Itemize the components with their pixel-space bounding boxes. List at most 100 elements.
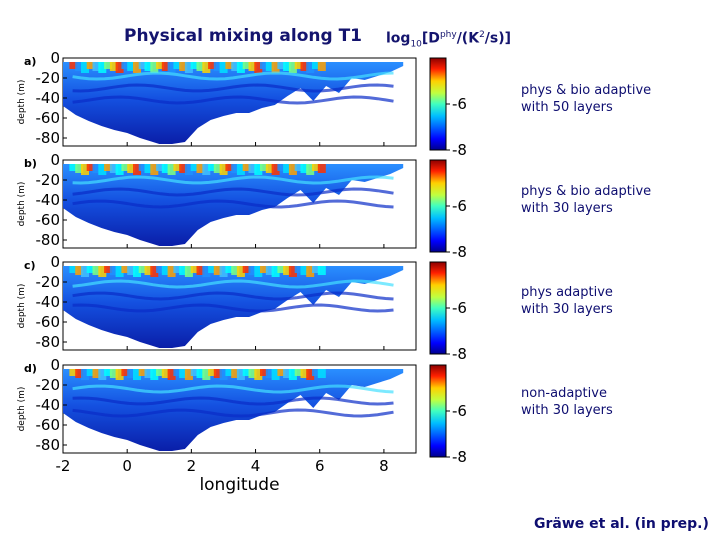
y-tick-label: 0 (50, 253, 60, 271)
surface-mixing-cell (109, 164, 118, 173)
colorbar-tick-label: -6 (452, 95, 467, 113)
surface-mixing-cell (133, 62, 141, 73)
panel-d: d) 0 -20 -40 -60 -80 depth (m) -6 -8 (17, 356, 467, 466)
colorbar (429, 364, 447, 458)
surface-mixing-cell (248, 266, 257, 275)
surface-mixing-cell (254, 266, 263, 277)
panel-b-description: phys & bio adaptive with 30 layers (521, 184, 652, 216)
surface-mixing-cell (288, 62, 297, 73)
panel-d-description: non-adaptive with 30 layers (521, 386, 613, 418)
colorbar-tick-label: -8 (452, 243, 467, 261)
surface-mixing-cell (283, 62, 292, 71)
surface-mixing-cell (294, 62, 303, 69)
surface-mixing-cell (144, 62, 153, 71)
surface-mixing-cell (92, 369, 101, 378)
surface-mixing-cell (208, 369, 217, 376)
surface-mixing-cell (277, 369, 286, 376)
colorbar-tick-label: -8 (452, 448, 467, 466)
panel-c: c) 0 -20 -40 -60 -80 depth (m) -6 -8 (17, 253, 467, 363)
surface-mixing-cell (300, 266, 309, 275)
surface-mixing-cell (167, 369, 176, 380)
surface-mixing-cell (190, 62, 199, 69)
surface-mixing-cell (115, 369, 124, 380)
surface-mixing-cell (271, 266, 280, 277)
surface-mixing-cell (92, 164, 101, 173)
surface-mixing-cell (317, 164, 326, 173)
surface-mixing-cell (242, 266, 251, 273)
surface-mixing-cell (161, 62, 170, 71)
colorbar-units-label: log10[Dphy/(K2/s)] (386, 30, 512, 50)
surface-mixing-cell (104, 164, 113, 171)
surface-mixing-cell (138, 164, 147, 171)
surface-mixing-cell (156, 62, 165, 69)
surface-mixing-cell (231, 164, 240, 173)
surface-mixing-cell (208, 164, 217, 171)
surface-mixing-cell (127, 266, 136, 275)
y-tick-label: -20 (36, 171, 61, 189)
surface-mixing-cell (208, 62, 217, 69)
colorbar-tick-label: -6 (452, 197, 467, 215)
surface-mixing-cell (231, 266, 240, 275)
y-tick-label: -20 (36, 273, 61, 291)
surface-mixing-cell (104, 62, 113, 69)
surface-mixing-cell (98, 62, 107, 73)
surface-mixing-cell (133, 369, 141, 380)
y-axis-label: depth (m) (17, 80, 27, 125)
surface-mixing-cell (312, 266, 320, 273)
surface-mixing-cell (231, 62, 240, 71)
surface-mixing-cell (86, 266, 95, 273)
surface-mixing-cell (202, 266, 211, 277)
surface-mixing-cell (300, 62, 309, 71)
surface-mixing-cell (156, 369, 165, 376)
surface-mixing-cell (288, 369, 297, 380)
surface-mixing-cell (277, 62, 286, 69)
surface-mixing-cell (133, 266, 141, 277)
surface-mixing-cell (184, 62, 193, 73)
surface-mixing-cell (306, 164, 315, 175)
surface-mixing-cell (150, 164, 159, 175)
surface-mixing-cell (161, 266, 170, 275)
colorbar (429, 57, 447, 151)
surface-mixing-cell (288, 266, 297, 277)
panel-c-description: phys adaptive with 30 layers (521, 285, 613, 317)
mixing-streak (72, 199, 394, 209)
y-tick-label: -20 (36, 69, 61, 87)
surface-mixing-cell (115, 266, 124, 277)
surface-mixing-cell (248, 369, 257, 378)
surface-mixing-cell (86, 62, 95, 69)
surface-mixing-cell (127, 369, 136, 378)
mixing-streak (72, 83, 394, 93)
surface-mixing-cell (121, 369, 130, 376)
surface-mixing-cell (150, 369, 159, 380)
surface-mixing-cell (219, 62, 228, 73)
y-tick-label: -80 (36, 333, 61, 351)
x-tick-label: 6 (315, 457, 325, 475)
mixing-streak (72, 279, 394, 289)
surface-mixing-cell (277, 164, 286, 171)
mixing-streak (72, 187, 394, 197)
y-tick-label: -80 (36, 436, 61, 454)
surface-mixing-cell (144, 266, 153, 275)
surface-mixing-cell (219, 369, 228, 380)
surface-mixing-cell (179, 266, 188, 275)
surface-mixing-cell (173, 266, 182, 273)
surface-mixing-cell (236, 369, 245, 380)
surface-mixing-cell (248, 164, 257, 173)
surface-mixing-cell (225, 62, 234, 69)
surface-mixing-cell (138, 266, 147, 273)
surface-mixing-cell (265, 266, 274, 275)
surface-mixing-cell (213, 164, 222, 173)
surface-mixing-cell (225, 164, 234, 171)
surface-mixing-cell (288, 164, 297, 175)
surface-mixing-cell (86, 369, 95, 376)
colorbar (429, 261, 447, 355)
surface-mixing-cell (236, 164, 245, 175)
surface-mixing-cell (156, 164, 165, 171)
surface-mixing-cell (196, 62, 205, 71)
surface-mixing-cell (156, 266, 165, 273)
surface-mixing-cell (213, 266, 222, 275)
colorbar-tick-label: -6 (452, 299, 467, 317)
surface-mixing-cell (109, 62, 118, 71)
surface-mixing-cell (109, 266, 118, 275)
colorbar-tick-label: -8 (452, 345, 467, 363)
